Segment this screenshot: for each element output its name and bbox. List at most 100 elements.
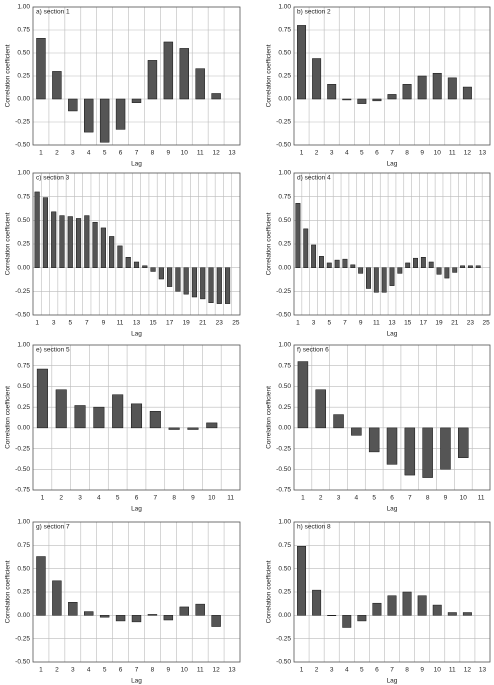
x-tick-label: 2 bbox=[319, 495, 323, 502]
bar bbox=[311, 244, 317, 268]
y-tick-label: 0.50 bbox=[278, 50, 291, 57]
y-tick-label: 0.00 bbox=[17, 264, 30, 271]
x-tick-label: 11 bbox=[449, 150, 456, 157]
y-tick-label: -0.50 bbox=[15, 142, 30, 149]
bar bbox=[92, 221, 98, 268]
x-tick-label: 5 bbox=[68, 320, 72, 327]
bar bbox=[342, 615, 352, 628]
x-tick-label: 8 bbox=[405, 150, 409, 157]
y-tick-label: -0.50 bbox=[276, 312, 291, 319]
bar bbox=[389, 267, 395, 286]
bar bbox=[51, 211, 57, 268]
y-tick-label: 0.75 bbox=[17, 542, 30, 549]
y-tick-label: 0.25 bbox=[278, 404, 291, 411]
x-tick-label: 9 bbox=[167, 667, 171, 674]
bar bbox=[428, 261, 434, 268]
y-tick-label: -0.25 bbox=[15, 635, 30, 642]
bar bbox=[333, 414, 344, 429]
bar bbox=[179, 48, 189, 100]
y-tick-label: -0.50 bbox=[15, 659, 30, 666]
x-tick-label: 9 bbox=[420, 150, 424, 157]
x-tick-label: 13 bbox=[479, 667, 487, 674]
x-tick-label: 5 bbox=[372, 495, 376, 502]
bar bbox=[372, 602, 382, 616]
x-tick-label: 21 bbox=[199, 320, 207, 327]
y-tick-label: 0.75 bbox=[17, 193, 30, 200]
bar bbox=[175, 267, 181, 292]
x-tick-label: 9 bbox=[191, 495, 195, 502]
x-tick-label: 13 bbox=[133, 320, 141, 327]
plot-frame bbox=[293, 344, 491, 491]
x-tick-label: 9 bbox=[444, 495, 448, 502]
x-tick-label: 13 bbox=[388, 320, 396, 327]
x-tick-label: 12 bbox=[464, 150, 472, 157]
y-tick-label: 0.50 bbox=[17, 217, 30, 224]
plot-frame bbox=[32, 344, 241, 491]
chart-panel: -0.50-0.250.000.250.500.751.001 2 3 4 5 6 7 8 9 1… bbox=[266, 519, 491, 685]
bar bbox=[467, 265, 473, 268]
x-tick-label: 11 bbox=[449, 667, 456, 674]
x-tick-label: 19 bbox=[183, 320, 191, 327]
bar bbox=[68, 98, 78, 112]
chart-panel: -0.50-0.250.000.250.500.751.001 3 5 7 9 11 13 1… bbox=[5, 170, 241, 338]
y-tick-label: -0.25 bbox=[276, 288, 291, 295]
x-tick-label: 7 bbox=[154, 495, 158, 502]
x-tick-label: 4 bbox=[345, 150, 349, 157]
bar bbox=[163, 615, 174, 621]
y-tick-label: 0.50 bbox=[17, 383, 30, 390]
bar bbox=[357, 98, 367, 104]
bar bbox=[55, 389, 67, 429]
x-tick-label: 3 bbox=[71, 150, 75, 157]
x-tick-label: 5 bbox=[327, 320, 331, 327]
chart-panel: -0.50-0.250.000.250.500.751.001 2 3 4 5 6 7 8 9 1… bbox=[5, 519, 241, 685]
x-tick-label: 17 bbox=[166, 320, 174, 327]
bar bbox=[163, 41, 174, 100]
x-tick-label: 2 bbox=[59, 495, 63, 502]
y-tick-label: -0.75 bbox=[15, 487, 30, 494]
x-tick-label: 11 bbox=[197, 667, 204, 674]
bar bbox=[334, 259, 340, 268]
x-tick-label: 6 bbox=[375, 150, 379, 157]
x-tick-label: 9 bbox=[420, 667, 424, 674]
chart-title: d) section 4 bbox=[297, 175, 331, 182]
y-tick-label: 0.25 bbox=[278, 73, 291, 80]
y-tick-label: 0.25 bbox=[17, 589, 30, 596]
x-tick-label: 25 bbox=[482, 320, 490, 327]
bar bbox=[206, 422, 218, 429]
bar bbox=[315, 389, 326, 429]
chart-title: f) section 6 bbox=[297, 347, 329, 354]
y-tick-label: 0.50 bbox=[278, 383, 291, 390]
x-axis-label: Lag bbox=[387, 161, 398, 168]
y-axis-label: Correlation coefficient bbox=[5, 560, 12, 623]
x-tick-label: 5 bbox=[360, 150, 364, 157]
bar bbox=[147, 614, 158, 616]
chart-panel: -0.50-0.250.000.250.500.751.001 2 3 4 5 6 7 8 9 1… bbox=[266, 4, 491, 168]
bar bbox=[42, 197, 48, 268]
bar bbox=[351, 427, 362, 436]
x-tick-label: 6 bbox=[390, 495, 394, 502]
bar bbox=[36, 38, 46, 100]
bar bbox=[208, 267, 214, 303]
y-tick-label: 0.75 bbox=[278, 27, 291, 34]
bar bbox=[452, 267, 458, 273]
x-tick-label: 9 bbox=[359, 320, 363, 327]
y-tick-label: 0.25 bbox=[278, 589, 291, 596]
bar bbox=[100, 227, 106, 268]
y-tick-label: -0.50 bbox=[276, 659, 291, 666]
x-tick-label: 23 bbox=[216, 320, 224, 327]
x-tick-label: 3 bbox=[337, 495, 341, 502]
y-tick-label: -0.25 bbox=[276, 119, 291, 126]
x-tick-label: 9 bbox=[102, 320, 106, 327]
x-tick-label: 8 bbox=[151, 150, 155, 157]
x-tick-label: 10 bbox=[434, 150, 442, 157]
x-tick-label: 3 bbox=[78, 495, 82, 502]
plot-frame bbox=[293, 521, 491, 663]
x-tick-label: 5 bbox=[103, 150, 107, 157]
x-tick-label: 6 bbox=[119, 150, 123, 157]
x-tick-label: 4 bbox=[97, 495, 101, 502]
bar bbox=[211, 93, 221, 100]
x-tick-label: 10 bbox=[208, 495, 216, 502]
x-tick-label: 3 bbox=[312, 320, 316, 327]
bar bbox=[303, 228, 309, 268]
plot-frame bbox=[32, 172, 241, 316]
